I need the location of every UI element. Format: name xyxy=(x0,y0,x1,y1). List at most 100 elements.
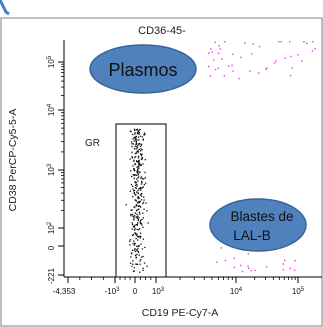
event-dot xyxy=(136,128,138,130)
event-dot xyxy=(140,155,143,157)
event-dot-magenta xyxy=(217,52,220,54)
event-dot-magenta xyxy=(238,77,240,80)
events-dark xyxy=(125,128,149,273)
event-dot xyxy=(133,226,136,228)
event-dot xyxy=(131,145,133,148)
event-dot-magenta xyxy=(258,45,261,48)
event-dot xyxy=(135,174,137,176)
event-dot-magenta xyxy=(221,58,223,60)
event-dot xyxy=(136,160,138,162)
event-dot xyxy=(131,157,133,159)
event-dot xyxy=(129,239,132,241)
event-dot-magenta xyxy=(217,67,220,69)
event-dot xyxy=(133,137,135,139)
event-dot-magenta xyxy=(227,65,230,67)
event-dot xyxy=(134,212,136,214)
event-dot xyxy=(135,187,137,190)
event-dot xyxy=(135,256,137,258)
event-dot xyxy=(133,190,135,192)
event-dot xyxy=(142,212,144,214)
event-dot xyxy=(135,257,137,259)
event-dot xyxy=(134,137,136,139)
x-tick-label-1e5: 105 xyxy=(292,287,305,296)
event-dot xyxy=(138,161,140,163)
event-dot xyxy=(136,191,138,193)
event-dot xyxy=(144,246,146,249)
event-dot-magenta xyxy=(209,75,212,77)
event-dot xyxy=(132,263,134,265)
event-dot-magenta xyxy=(303,41,305,43)
event-dot xyxy=(139,189,142,191)
event-dot xyxy=(146,210,148,212)
event-dot xyxy=(133,267,135,269)
event-dot xyxy=(137,196,139,198)
event-dot xyxy=(139,153,142,155)
event-dot xyxy=(132,233,135,236)
event-dot xyxy=(139,260,141,262)
event-dot-magenta xyxy=(247,253,250,255)
event-dot xyxy=(141,181,143,184)
event-dot xyxy=(140,176,143,178)
y-tick-label-1e5: 105 xyxy=(47,55,56,68)
event-dot-magenta xyxy=(224,41,226,43)
event-dot xyxy=(133,229,136,231)
event-dot xyxy=(132,174,134,176)
event-dot xyxy=(131,253,133,255)
event-dot xyxy=(144,159,146,161)
event-dot xyxy=(137,205,139,207)
event-dot xyxy=(137,222,139,224)
event-dot xyxy=(139,187,141,189)
event-dot xyxy=(140,222,143,225)
x-tick-label-neg: -4,353 xyxy=(53,287,76,296)
event-dot xyxy=(138,167,140,169)
event-dot xyxy=(138,235,140,238)
event-dot xyxy=(132,215,134,217)
event-dot xyxy=(133,189,136,192)
event-dot xyxy=(137,151,140,153)
event-dot xyxy=(141,153,143,155)
event-dot xyxy=(139,221,141,223)
event-dot xyxy=(137,251,140,253)
event-dot xyxy=(137,143,139,145)
event-dot-magenta xyxy=(293,269,296,271)
event-dot xyxy=(137,162,140,164)
x-axis-label: CD19 PE-Cy7-A xyxy=(142,307,218,319)
x-tick-label-1e4: 104 xyxy=(230,287,243,296)
event-dot xyxy=(133,244,136,246)
event-dot xyxy=(134,129,136,132)
y-tick-label-1e3: 103 xyxy=(47,163,56,176)
event-dot xyxy=(141,157,143,160)
event-dot xyxy=(141,178,144,180)
event-dot xyxy=(140,177,142,179)
event-dot xyxy=(135,224,137,226)
event-dot xyxy=(135,263,137,265)
event-dot xyxy=(137,170,139,173)
event-dot-magenta xyxy=(274,62,276,64)
event-dot xyxy=(147,222,149,224)
event-dot-magenta xyxy=(289,41,291,43)
event-dot xyxy=(139,135,142,137)
event-dot xyxy=(134,133,136,135)
event-dot xyxy=(136,204,138,207)
event-dot-magenta xyxy=(289,267,291,270)
event-dot xyxy=(133,216,135,218)
event-dot xyxy=(142,217,144,219)
event-dot xyxy=(140,258,142,261)
event-dot xyxy=(132,143,135,145)
event-dot xyxy=(146,265,148,267)
event-dot xyxy=(137,166,139,168)
event-dot xyxy=(137,215,139,217)
event-dot xyxy=(133,192,135,194)
event-dot xyxy=(134,254,137,257)
event-dot xyxy=(140,148,142,150)
event-dot xyxy=(140,199,143,201)
event-dot-magenta xyxy=(232,70,234,72)
event-dot xyxy=(145,202,147,204)
event-dot xyxy=(139,187,142,189)
event-dot xyxy=(135,137,137,139)
event-dot xyxy=(134,152,136,155)
event-dot-magenta xyxy=(254,269,256,272)
event-dot xyxy=(134,145,136,148)
event-dot xyxy=(141,192,143,195)
